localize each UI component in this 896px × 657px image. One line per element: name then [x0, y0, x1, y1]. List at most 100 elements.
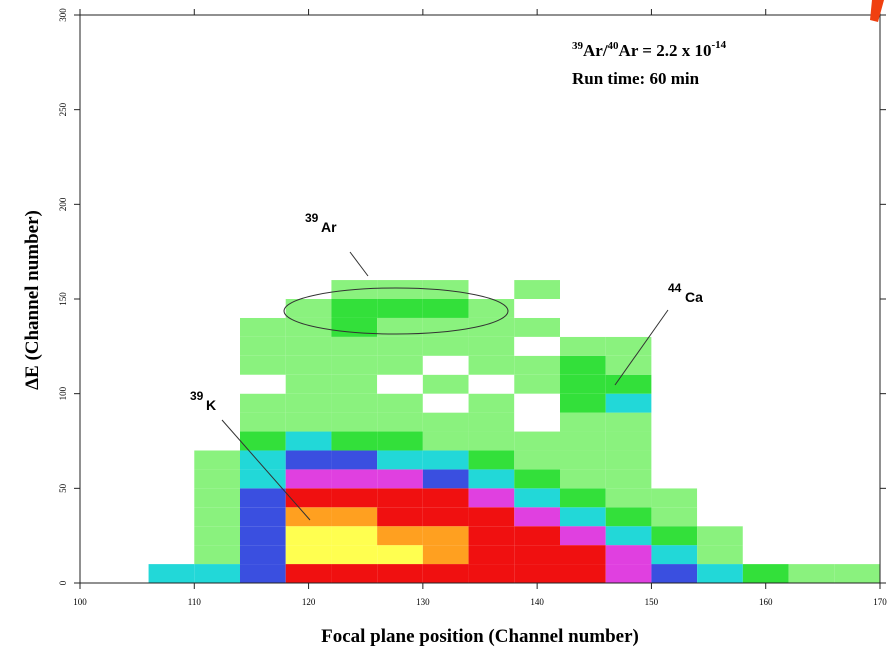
leader-line: [614, 309, 669, 386]
heat-cell: [834, 299, 880, 318]
heat-cell: [697, 545, 743, 565]
heat-cell: [422, 374, 469, 394]
heat-cell: [377, 488, 423, 508]
leader-line: [221, 419, 311, 521]
heat-cell: [697, 526, 743, 546]
heat-cell: [377, 469, 423, 489]
heat-cell: [331, 374, 378, 394]
heat-cell: [742, 393, 789, 413]
heat-cell: [468, 336, 515, 356]
heat-cell: [240, 507, 286, 527]
heat-cell: [377, 393, 423, 413]
heat-cell: [560, 280, 606, 299]
heat-cell: [285, 299, 332, 318]
heat-cell: [788, 450, 835, 470]
heat-cell: [422, 564, 469, 583]
heat-cell: [285, 355, 332, 375]
x-tick-label: 140: [530, 597, 544, 607]
heat-cell: [560, 507, 606, 527]
heat-cell: [514, 317, 560, 337]
heat-cell: [514, 564, 560, 583]
heat-cell: [605, 317, 652, 337]
heat-cell: [514, 431, 560, 451]
heat-cell: [422, 545, 469, 565]
heat-cell: [377, 431, 423, 451]
heat-cell: [605, 450, 652, 470]
heat-cell: [148, 450, 195, 470]
heat-cell: [605, 526, 652, 546]
heat-cell: [194, 299, 240, 318]
heat-cell: [697, 469, 743, 489]
heat-cell: [148, 545, 195, 565]
heat-cell: [560, 431, 606, 451]
x-axis-label: Focal plane position (Channel number): [321, 626, 639, 647]
heat-cell: [788, 280, 835, 299]
heat-cell: [240, 545, 286, 565]
heat-cell: [240, 488, 286, 508]
heat-cell: [285, 545, 332, 565]
corner-mark: [870, 0, 884, 22]
heat-cell: [651, 507, 698, 527]
heat-cell: [240, 280, 286, 299]
heat-cell: [514, 393, 560, 413]
heat-cell: [377, 280, 423, 299]
heat-cell: [651, 299, 698, 318]
y-tick-label: 50: [58, 483, 68, 493]
annotation: 44Ca: [668, 281, 703, 305]
heat-cell: [834, 431, 880, 451]
heat-cell: [240, 355, 286, 375]
y-tick-label: 250: [58, 102, 68, 116]
heat-cell: [788, 431, 835, 451]
heat-cell: [560, 564, 606, 583]
heat-cell: [834, 507, 880, 527]
heat-cell: [834, 355, 880, 375]
heat-cell: [422, 469, 469, 489]
heat-cell: [651, 431, 698, 451]
heat-cell: [194, 526, 240, 546]
heat-cell: [377, 355, 423, 375]
heat-cell: [148, 526, 195, 546]
heat-cell: [422, 317, 469, 337]
heat-cell: [560, 526, 606, 546]
ratio-label: 39Ar/40Ar = 2.2 x 10-14: [572, 39, 727, 60]
heat-cell: [834, 450, 880, 470]
heat-cell: [742, 526, 789, 546]
heat-cell: [331, 355, 378, 375]
run-time: Run time: 60 min: [572, 69, 700, 88]
heat-cell: [468, 526, 515, 546]
heat-cell: [651, 355, 698, 375]
heat-cell: [651, 393, 698, 413]
x-tick-label: 170: [873, 597, 887, 607]
heat-cell: [560, 545, 606, 565]
heat-cell: [742, 507, 789, 527]
heat-cell: [697, 450, 743, 470]
heat-cell: [514, 355, 560, 375]
heat-cell: [194, 336, 240, 356]
y-axis-label: ΔE (Channel number): [22, 210, 43, 390]
heat-cell: [377, 564, 423, 583]
heat-cell: [331, 488, 378, 508]
heat-cell: [605, 280, 652, 299]
heat-cell: [194, 431, 240, 451]
heat-cell: [742, 355, 789, 375]
heat-cell: [148, 336, 195, 356]
heat-cell: [285, 336, 332, 356]
heat-cell: [834, 280, 880, 299]
heat-cell: [651, 336, 698, 356]
heat-cell: [468, 564, 515, 583]
heat-cell: [560, 450, 606, 470]
heat-cell: [240, 431, 286, 451]
heat-cell: [285, 317, 332, 337]
heat-cell: [697, 299, 743, 318]
heat-cell: [834, 526, 880, 546]
heat-cell: [285, 507, 332, 527]
heat-cell: [468, 355, 515, 375]
heat-cell: [194, 374, 240, 394]
heat-cell: [788, 355, 835, 375]
heat-cell: [651, 374, 698, 394]
heat-cell: [148, 564, 195, 583]
heat-cell: [560, 355, 606, 375]
heat-cell: [468, 431, 515, 451]
annotation: 39Ar: [305, 211, 337, 235]
